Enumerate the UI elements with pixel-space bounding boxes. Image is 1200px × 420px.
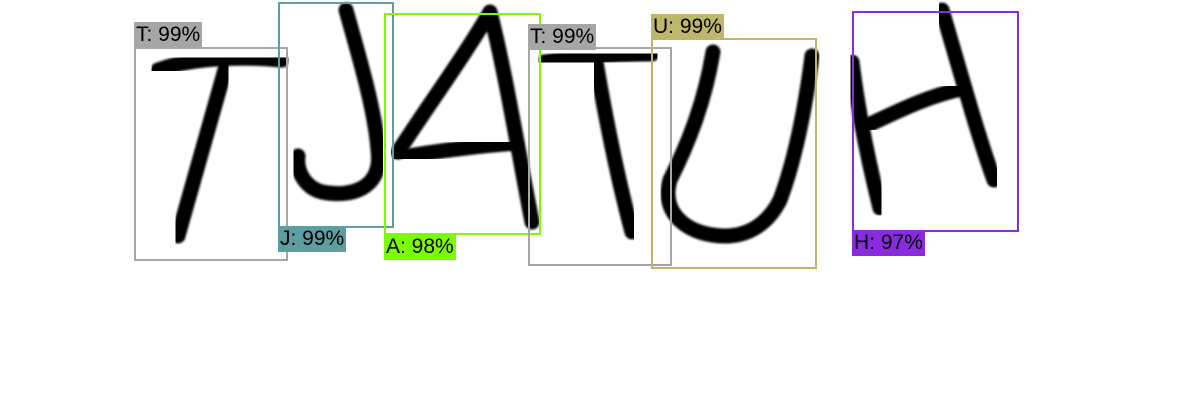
bbox-h	[852, 11, 1019, 232]
bbox-j	[278, 2, 394, 228]
bbox-t-2	[528, 47, 672, 266]
glyph-u	[660, 44, 820, 244]
label-j: J: 99%	[278, 226, 347, 252]
glyph-a	[390, 4, 540, 230]
glyph-j	[290, 2, 386, 202]
bbox-u	[651, 38, 817, 269]
glyph-t-2	[536, 46, 660, 240]
glyph-h	[844, 2, 1002, 216]
bbox-a	[384, 13, 541, 235]
label-t-2: T: 99%	[528, 24, 597, 50]
bbox-t-1	[134, 47, 288, 261]
label-t-1: T: 99%	[134, 22, 203, 48]
label-u: U: 99%	[651, 14, 724, 40]
label-h: H: 97%	[852, 230, 925, 256]
label-a: A: 98%	[384, 234, 456, 260]
glyph-t-1	[150, 50, 290, 244]
